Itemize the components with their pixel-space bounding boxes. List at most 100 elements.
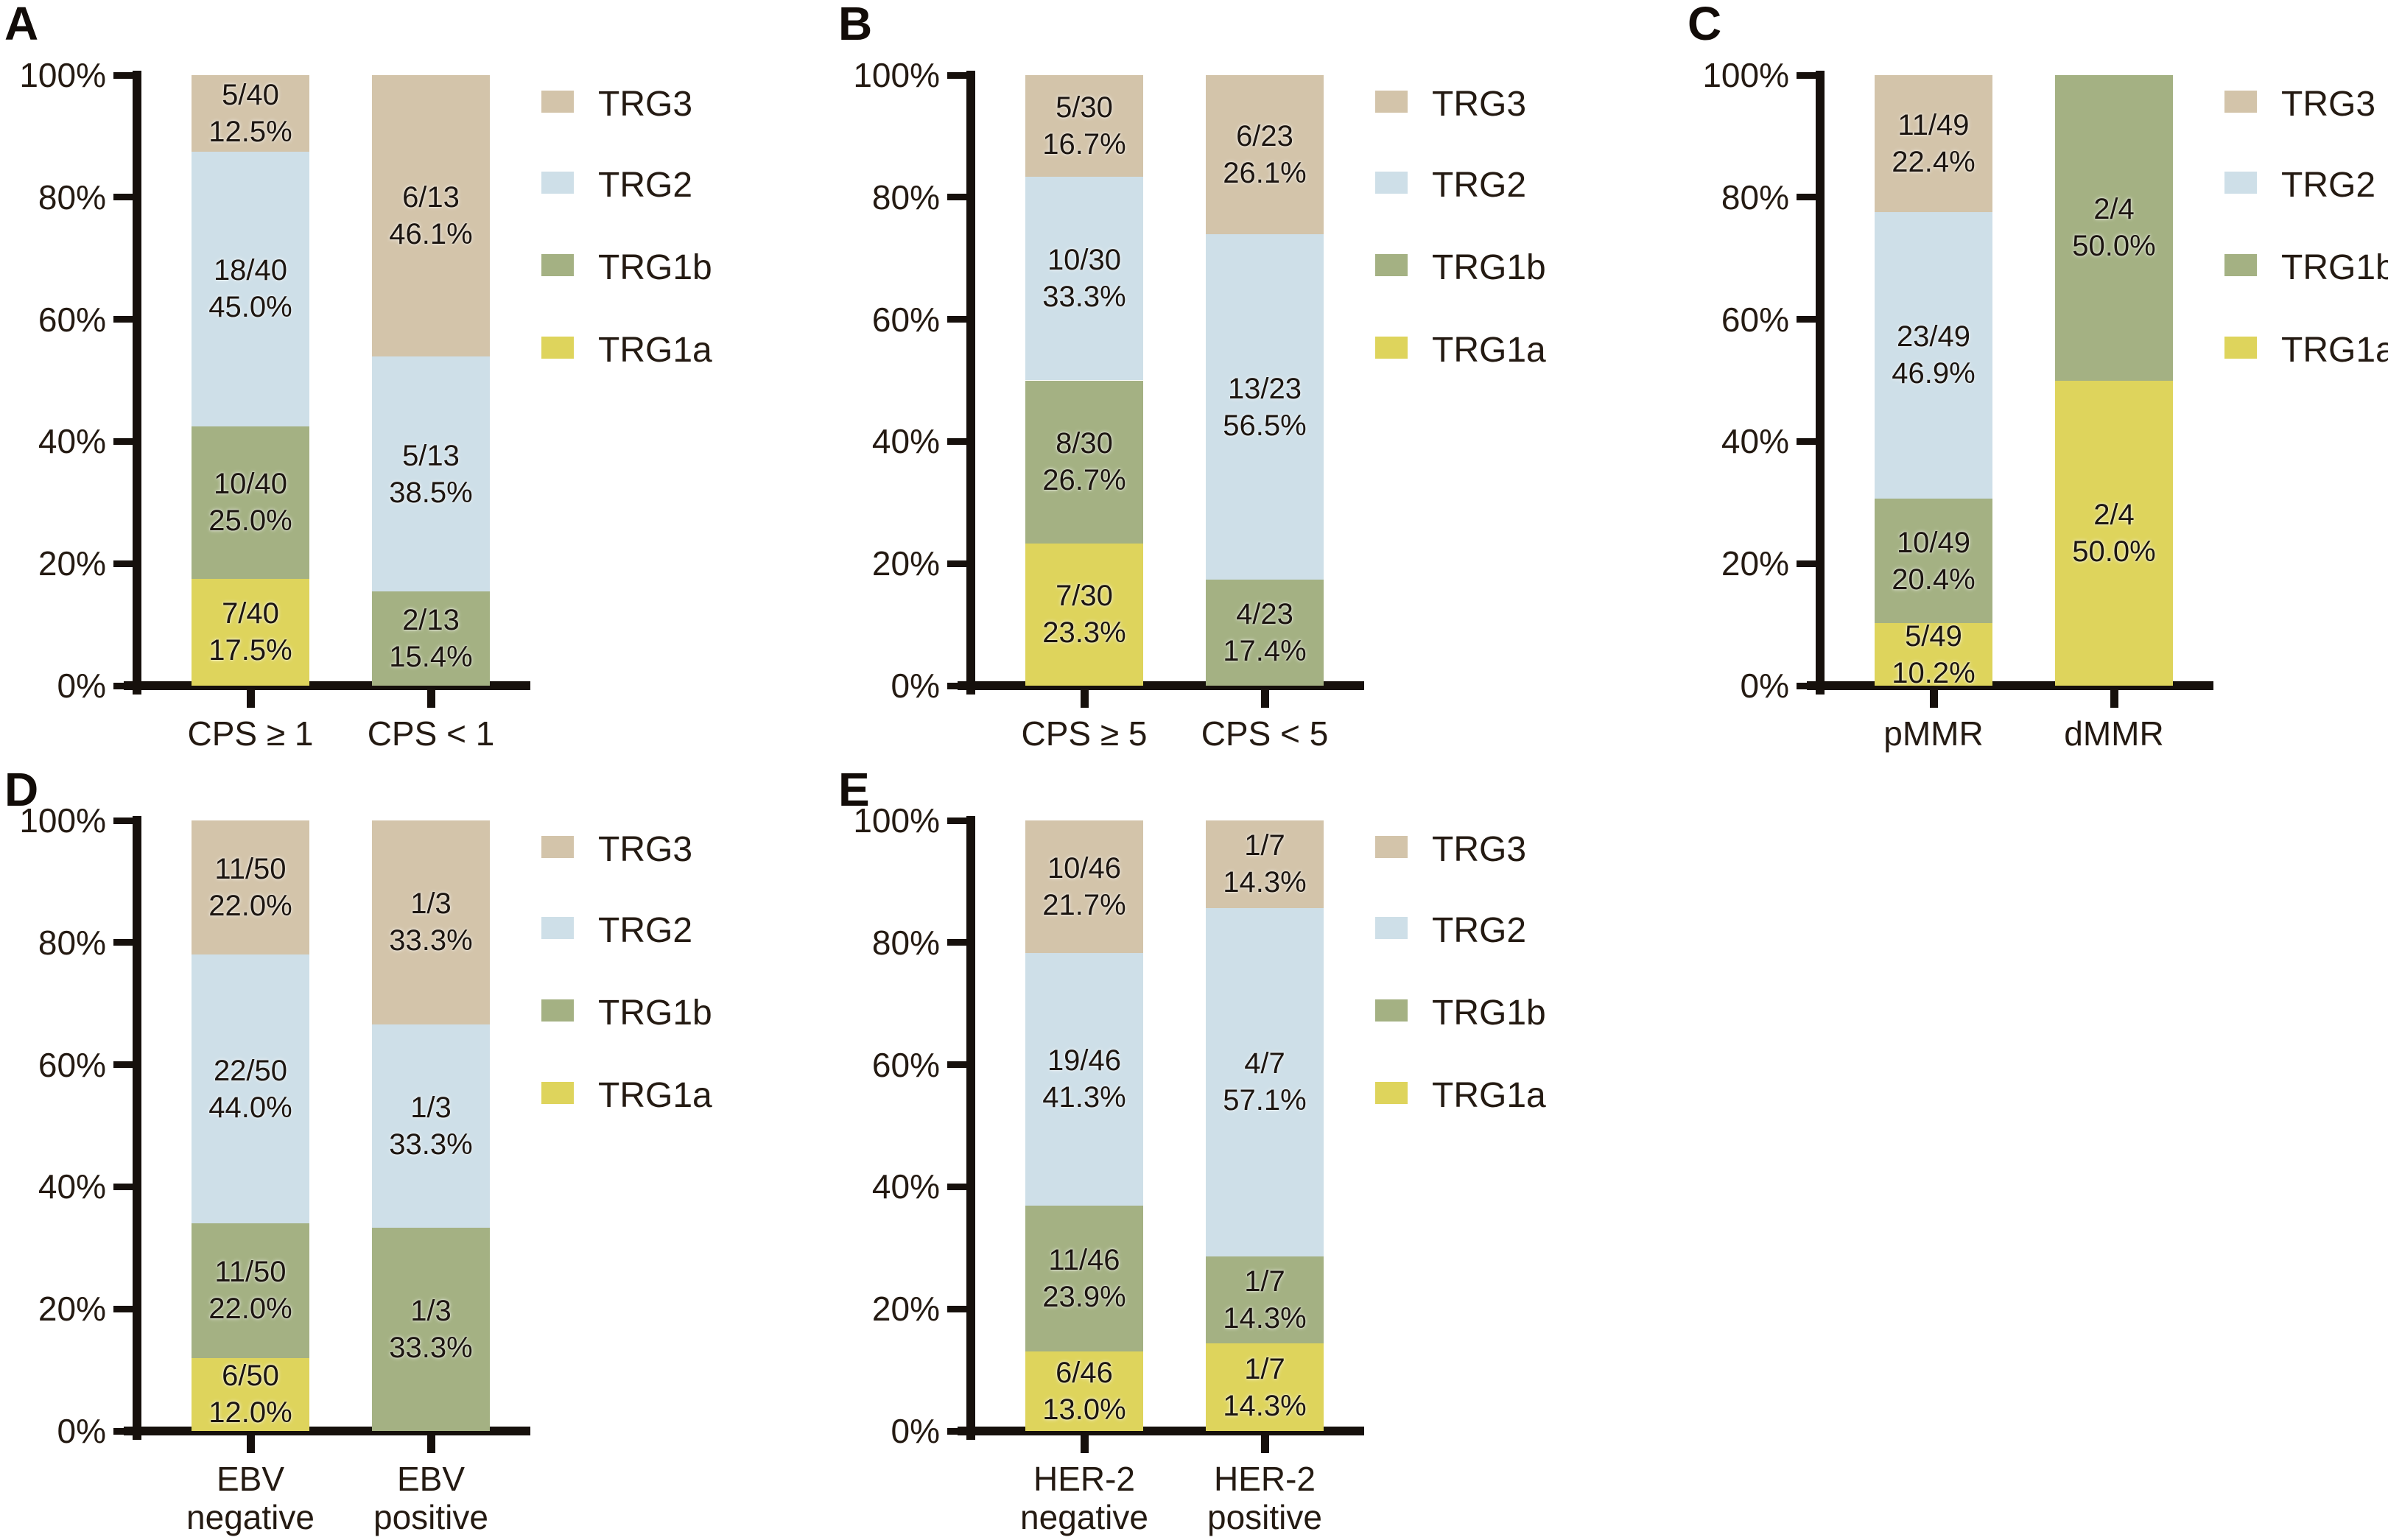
- y-tick-label: 60%: [871, 1045, 940, 1084]
- y-tick-label: 20%: [38, 544, 106, 583]
- y-axis-tick: [1797, 682, 1816, 689]
- y-axis-tick: [947, 817, 966, 824]
- segment-label-TRG1b: 2/4 50.0%: [2072, 193, 2156, 263]
- segment-label-TRG1b: 2/13 15.4%: [389, 604, 473, 674]
- legend-swatch-TRG1b: [541, 254, 574, 276]
- legend-swatch-TRG3: [541, 91, 574, 113]
- y-axis-tick: [113, 817, 133, 824]
- legend-label-TRG1b: TRG1b: [598, 248, 712, 287]
- x-axis-tick: [1929, 690, 1938, 708]
- bar-segment-TRG3: [372, 75, 490, 357]
- segment-label-TRG3: 11/49 22.4%: [1892, 108, 1976, 178]
- segment-label-TRG1a: 6/50 12.0%: [208, 1360, 292, 1430]
- category-label: HER-2 negative: [1020, 1460, 1148, 1536]
- legend-label-TRG1a: TRG1a: [598, 331, 712, 370]
- y-tick-label: 60%: [871, 300, 940, 339]
- panel-B: B 0% 20% 40% 60% 80% 100% 7/30 23.3% 8/30 26.7% 1…: [834, 0, 1666, 795]
- bar-segment-TRG3: [1025, 75, 1143, 177]
- y-axis-tick: [947, 194, 966, 201]
- segment-label-TRG1a: 2/4 50.0%: [2072, 498, 2156, 568]
- legend-swatch-TRG2: [1375, 917, 1408, 939]
- bar-segment-TRG1b: [1025, 380, 1143, 544]
- legend-label-TRG1a: TRG1a: [2281, 331, 2388, 370]
- segment-label-TRG1b: 11/50 22.0%: [208, 1256, 292, 1326]
- legend-swatch-TRG2: [541, 917, 574, 939]
- x-axis-tick: [246, 690, 255, 708]
- y-axis-line: [133, 71, 141, 695]
- legend-label-TRG1b: TRG1b: [1432, 994, 1546, 1033]
- bar-segment-TRG2: [1025, 177, 1143, 381]
- y-tick-label: 80%: [871, 923, 940, 962]
- legend-swatch-TRG3: [2224, 91, 2257, 113]
- y-axis-line: [966, 71, 975, 695]
- bar-segment-TRG1a: [1025, 1351, 1143, 1431]
- legend-swatch-TRG1a: [1375, 337, 1408, 359]
- y-axis-tick: [113, 1061, 133, 1069]
- y-tick-label: 0%: [57, 667, 106, 705]
- segment-label-TRG1a: 7/30 23.3%: [1042, 580, 1126, 650]
- y-tick-label: 40%: [1721, 422, 1789, 461]
- panel-A: A 0% 20% 40% 60% 80% 100% 7/40 17.5% 10/40 25.0%…: [0, 0, 832, 795]
- panel-letter-C: C: [1688, 0, 1722, 50]
- y-axis-line: [1816, 71, 1825, 695]
- bar-segment-TRG1b: [372, 1227, 490, 1431]
- legend-label-TRG2: TRG2: [598, 166, 693, 205]
- category-label: CPS ≥ 1: [187, 714, 314, 753]
- segment-label-TRG3: 6/13 46.1%: [389, 181, 473, 251]
- category-label: EBV negative: [186, 1460, 315, 1536]
- segment-label-TRG1a: 7/40 17.5%: [208, 597, 292, 667]
- segment-label-TRG2: 18/40 45.0%: [208, 254, 292, 324]
- legend-label-TRG3: TRG3: [2281, 85, 2376, 124]
- segment-label-TRG3: 5/40 12.5%: [208, 78, 292, 148]
- legend-swatch-TRG1b: [541, 999, 574, 1022]
- y-axis-tick: [113, 71, 133, 79]
- y-axis-tick: [113, 1183, 133, 1190]
- y-axis-tick: [1797, 71, 1816, 79]
- legend-label-TRG3: TRG3: [598, 85, 693, 124]
- segment-label-TRG2: 5/13 38.5%: [389, 439, 473, 509]
- segment-label-TRG2: 4/7 57.1%: [1223, 1047, 1307, 1117]
- legend-label-TRG2: TRG2: [1432, 911, 1527, 950]
- category-label: CPS < 1: [367, 714, 495, 753]
- y-tick-label: 20%: [871, 1290, 940, 1329]
- panel-E: E 0% 20% 40% 60% 80% 100% 6/46 13.0% 11/46 23.9%…: [834, 745, 1666, 1540]
- legend-swatch-TRG2: [541, 172, 574, 194]
- x-axis-tick: [1080, 1435, 1089, 1453]
- y-tick-label: 0%: [1740, 667, 1789, 705]
- legend-swatch-TRG1a: [1375, 1082, 1408, 1104]
- legend-swatch-TRG1a: [2224, 337, 2257, 359]
- legend-label-TRG2: TRG2: [598, 911, 693, 950]
- legend-label-TRG1b: TRG1b: [2281, 248, 2388, 287]
- y-tick-label: 100%: [853, 56, 940, 94]
- legend-label-TRG1a: TRG1a: [598, 1076, 712, 1115]
- y-axis-tick: [1797, 560, 1816, 567]
- bar-segment-TRG3: [1206, 75, 1324, 235]
- y-axis-tick: [947, 939, 966, 946]
- y-tick-label: 20%: [871, 544, 940, 583]
- legend-label-TRG3: TRG3: [598, 830, 693, 869]
- bar-segment-TRG1a: [1875, 623, 1992, 686]
- category-label: CPS < 5: [1201, 714, 1329, 753]
- segment-label-TRG1b: 8/30 26.7%: [1042, 427, 1126, 497]
- segment-label-TRG3: 11/50 22.0%: [208, 853, 292, 923]
- y-axis-tick: [113, 682, 133, 689]
- y-axis-tick: [113, 437, 133, 445]
- bar-segment-TRG3: [1875, 75, 1992, 212]
- legend-swatch-TRG1a: [541, 1082, 574, 1104]
- x-axis-tick: [426, 690, 435, 708]
- bar-segment-TRG3: [192, 75, 309, 152]
- panel-letter-B: B: [838, 0, 873, 50]
- y-axis-tick: [947, 71, 966, 79]
- panel-D: D 0% 20% 40% 60% 80% 100% 6/50 12.0% 11/50 22.0%…: [0, 745, 832, 1540]
- y-axis-tick: [947, 682, 966, 689]
- y-tick-label: 80%: [1721, 177, 1789, 217]
- bar-segment-TRG1b: [192, 1223, 309, 1358]
- y-tick-label: 100%: [853, 801, 940, 840]
- bar-segment-TRG3: [372, 820, 490, 1024]
- x-axis-tick: [246, 1435, 255, 1453]
- segment-label-TRG1b: 4/23 17.4%: [1223, 597, 1307, 667]
- legend-label-TRG1a: TRG1a: [1432, 1076, 1546, 1115]
- legend-swatch-TRG1b: [2224, 254, 2257, 276]
- category-label: EBV positive: [373, 1460, 488, 1536]
- segment-label-TRG1a: 1/7 14.3%: [1223, 1352, 1307, 1422]
